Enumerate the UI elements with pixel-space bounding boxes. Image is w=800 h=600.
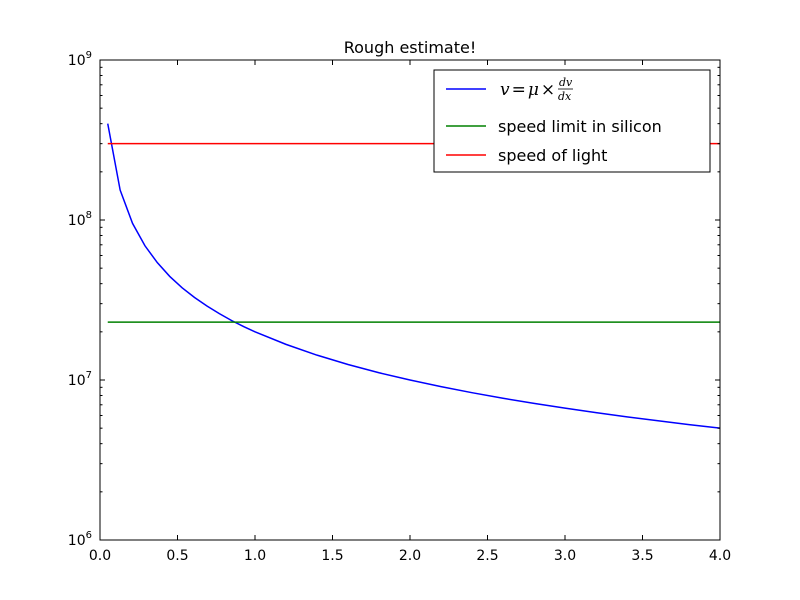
legend-label-speed-of-light: speed of light: [498, 146, 607, 165]
x-tick-label: 0.0: [89, 548, 111, 564]
y-tick-label: 107: [68, 370, 92, 389]
x-tick-label: 1.5: [321, 548, 343, 564]
y-tick-label: 106: [68, 530, 92, 549]
y-tick-label-base: 10: [68, 53, 86, 69]
x-axis: 0.0 0.5 1.0 1.5 2.0 2.5 3.0 3.5 4.0: [89, 60, 731, 564]
legend-label-speed-limit-silicon: speed limit in silicon: [498, 117, 662, 136]
x-tick-label: 0.5: [166, 548, 188, 564]
y-tick-label-base: 10: [68, 213, 86, 229]
series-mobility-speed: [107, 123, 721, 429]
y-tick-label: 108: [68, 210, 92, 229]
legend-math-equals: =: [512, 80, 526, 100]
x-tick-label: 1.0: [244, 548, 266, 564]
y-tick-label-base: 10: [68, 373, 86, 389]
x-tick-label: 3.0: [554, 548, 576, 564]
legend-math-mu: μ: [528, 80, 539, 100]
legend-math-times: ×: [541, 80, 555, 100]
legend: v = μ × dv dx speed limit in silicon speed …: [433, 69, 711, 173]
y-tick-label-exponent: 9: [86, 50, 92, 61]
legend-math-fraction-numerator: dv: [559, 76, 573, 89]
y-tick-label-exponent: 6: [86, 530, 92, 541]
y-tick-label-exponent: 8: [86, 210, 92, 221]
y-tick-label-exponent: 7: [86, 370, 92, 381]
y-tick-label: 109: [68, 50, 92, 69]
legend-label-mobility-speed: v = μ ×: [500, 80, 555, 100]
legend-math-fraction-denominator: dx: [558, 90, 572, 103]
y-tick-label-base: 10: [68, 533, 86, 549]
x-tick-label: 4.0: [709, 548, 731, 564]
x-tick-label: 2.5: [476, 548, 498, 564]
x-tick-label: 2.0: [399, 548, 421, 564]
legend-math-v: v: [500, 80, 510, 100]
chart-title: Rough estimate!: [344, 38, 477, 57]
x-tick-label: 3.5: [631, 548, 653, 564]
